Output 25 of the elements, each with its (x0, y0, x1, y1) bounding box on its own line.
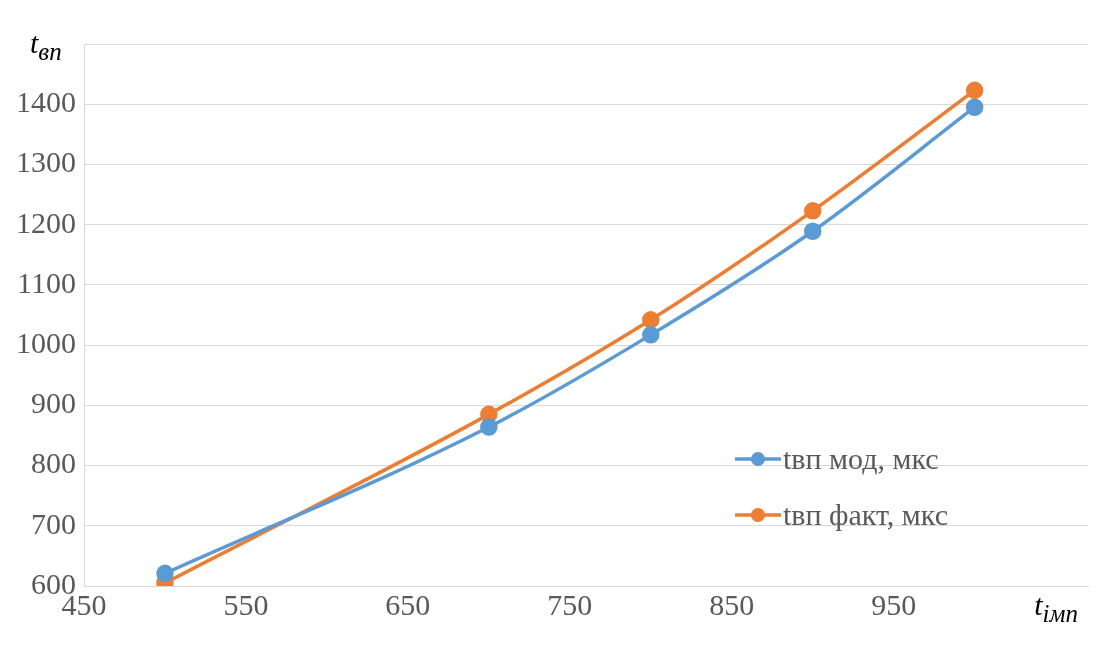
x-tick-label: 550 (223, 587, 269, 621)
point (480, 418, 498, 436)
y-tick-label: 700 (31, 506, 76, 540)
legend-label: tвп мод, мкс (783, 442, 939, 476)
x-tick-label: 950 (871, 587, 917, 621)
point (965, 81, 984, 100)
point (803, 222, 822, 241)
y-tick-label: 900 (31, 386, 76, 420)
point (642, 326, 660, 344)
y-tick-label: 1300 (16, 145, 76, 179)
y-tick-label: 800 (31, 446, 76, 480)
legend-label: tвп факт, мкс (783, 498, 948, 532)
point (803, 202, 822, 220)
point (642, 311, 660, 329)
y-tick-label: 1200 (16, 205, 76, 239)
x-tick-label: 850 (709, 587, 755, 621)
x-tick-label: 750 (547, 587, 593, 621)
x-tick-label: 650 (385, 587, 431, 621)
x-axis-title: t$_{імп}$ (1034, 588, 1078, 628)
y-tick-label: 1100 (17, 265, 76, 299)
point (156, 564, 174, 583)
y-tick-label: 1400 (16, 85, 76, 119)
y-axis-title: t$_{вп}$ (30, 26, 62, 66)
y-tick-label: 1000 (16, 325, 76, 359)
point (965, 98, 984, 116)
